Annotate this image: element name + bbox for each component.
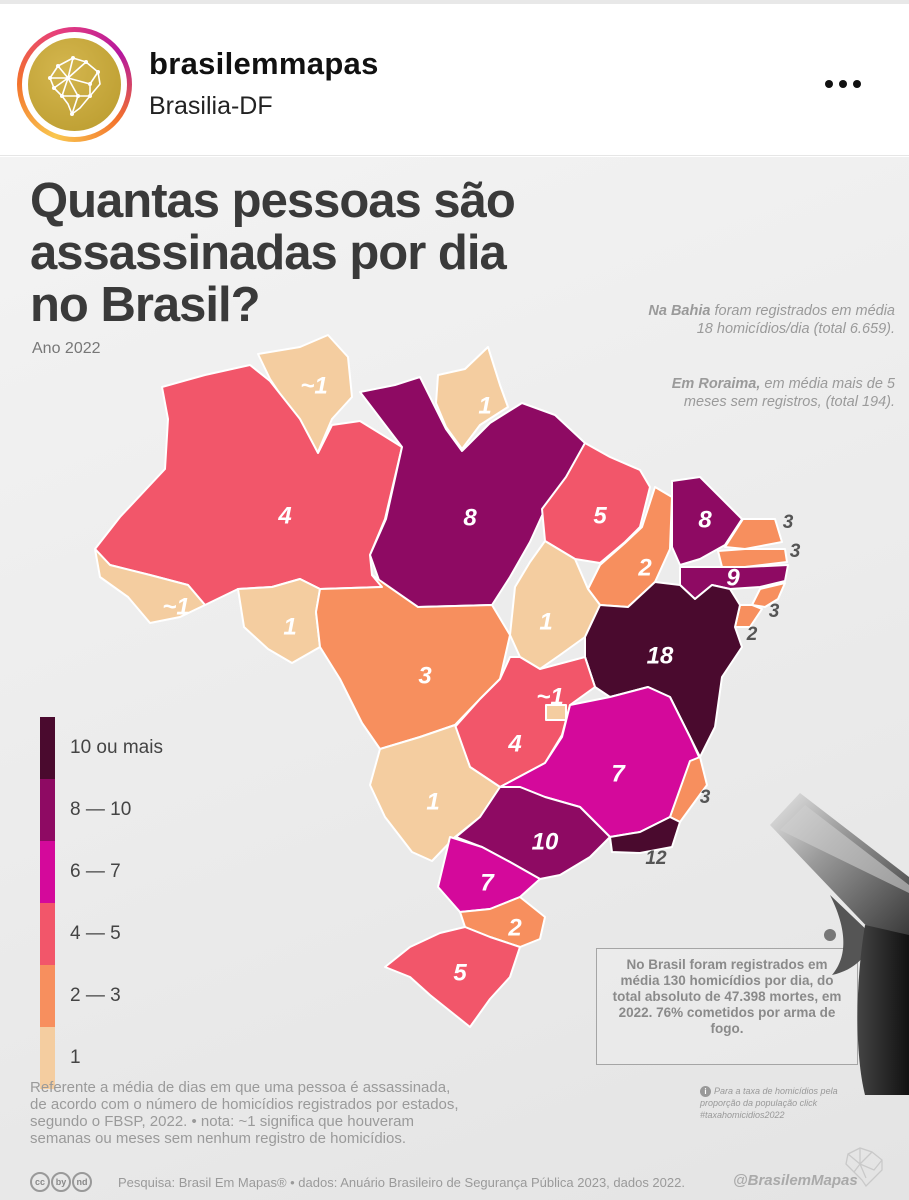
note-bahia-bold: Na Bahia — [648, 303, 711, 319]
state-label-pe: 9 — [726, 564, 740, 591]
state-ac — [94, 548, 206, 624]
state-ma — [541, 442, 651, 564]
note-roraima-bold: Em Roraima, — [671, 376, 761, 392]
footnote: Referente a média de dias em que uma pes… — [30, 1079, 459, 1147]
legend-swatch — [40, 717, 55, 779]
legend-label: 6 — 7 — [70, 861, 121, 882]
legend-item: 2 — 3 — [40, 965, 240, 1027]
state-label-ac: ~1 — [162, 593, 189, 620]
legend-label: 2 — 3 — [70, 985, 121, 1006]
source-text: Pesquisa: Brasil Em Mapas® • dados: Anuá… — [118, 1175, 685, 1190]
state-rj — [609, 816, 681, 854]
cc-icon: cc — [30, 1172, 50, 1192]
note-roraima-text: em média mais de 5 meses sem registros, … — [683, 376, 895, 410]
rate-note[interactable]: i Para a taxa de homicídios pela proporçã… — [700, 1085, 870, 1121]
info-icon: i — [700, 1086, 711, 1097]
state-label-mt: 3 — [418, 662, 432, 689]
legend-item: 8 — 10 — [40, 779, 240, 841]
state-label-pi: 2 — [637, 554, 652, 581]
note-bahia: Na Bahia foram registrados em média 18 h… — [635, 302, 895, 338]
state-ce — [671, 476, 743, 566]
state-label-am: 4 — [277, 502, 291, 529]
state-am — [94, 364, 403, 606]
legend-label: 4 — 5 — [70, 923, 121, 944]
pistol-image — [770, 793, 909, 1095]
state-ba — [584, 581, 743, 758]
state-label-sc: 2 — [507, 914, 522, 941]
state-label-ms: 1 — [426, 788, 439, 815]
state-label-pr: 7 — [480, 869, 495, 896]
state-label-rs: 5 — [453, 959, 467, 986]
state-label-al: 3 — [769, 601, 780, 622]
state-label-se: 2 — [746, 624, 758, 645]
state-es — [669, 756, 708, 823]
state-sp — [455, 786, 611, 880]
state-label-mg: 7 — [611, 760, 626, 787]
state-label-pb: 3 — [790, 541, 801, 562]
state-to — [509, 540, 601, 670]
state-label-ap: 1 — [478, 392, 491, 419]
state-label-sp: 10 — [532, 828, 559, 855]
top-edge — [0, 0, 909, 4]
brand-handle: @BrasilemMapas — [733, 1172, 858, 1189]
legend-swatch — [40, 1027, 55, 1089]
cc-by-icon: by — [51, 1172, 71, 1192]
state-label-es: 3 — [700, 787, 711, 808]
legend-swatch — [40, 903, 55, 965]
avatar[interactable] — [28, 38, 121, 131]
state-ro — [237, 578, 321, 664]
state-rn — [724, 518, 783, 550]
legend-item: 6 — 7 — [40, 841, 240, 903]
legend-swatch — [40, 841, 55, 903]
brasil-em-mapas-logo — [845, 1147, 883, 1188]
infographic-title: Quantas pessoas são assassinadas por dia… — [30, 174, 516, 332]
creative-commons-icons: cc by nd — [30, 1172, 93, 1192]
state-label-ma: 5 — [593, 502, 607, 529]
note-bahia-text: foram registrados em média 18 homicídios… — [696, 303, 895, 337]
legend-label: 10 ou mais — [70, 737, 163, 758]
rate-note-text: Para a taxa de homicídios pela proporção… — [700, 1086, 838, 1120]
note-roraima: Em Roraima, em média mais de 5 meses sem… — [635, 375, 895, 411]
legend-swatch — [40, 779, 55, 841]
legend-item: 1 — [40, 1027, 240, 1089]
cc-nd-icon: nd — [72, 1172, 92, 1192]
legend-item: 4 — 5 — [40, 903, 240, 965]
state-rs — [384, 926, 521, 1028]
state-label-df: ~1 — [536, 683, 563, 710]
more-horizontal-icon[interactable] — [818, 74, 868, 94]
state-label-rn: 3 — [783, 512, 794, 533]
state-label-pa: 8 — [463, 504, 477, 531]
state-ap — [435, 346, 509, 450]
brazil-network-icon — [48, 56, 101, 116]
profile-location[interactable]: Brasilia-DF — [149, 92, 273, 120]
legend-swatch — [40, 965, 55, 1027]
infographic-year: Ano 2022 — [32, 340, 101, 357]
state-al — [751, 582, 786, 608]
infographic-image: ~1 1 4 8 5 2 8 3 3 9 3 2 ~1 1 3 1 18 4 ~1 7 3 1 10 12 7 2 5 Quanta… — [0, 157, 909, 1200]
legend-label: 1 — [70, 1047, 81, 1068]
state-label-ce: 8 — [698, 506, 712, 533]
state-label-rj: 12 — [645, 848, 667, 869]
story-ring[interactable] — [17, 27, 132, 142]
profile-username[interactable]: brasilemmapas — [149, 46, 379, 81]
state-label-to: 1 — [539, 608, 552, 635]
post-header: brasilemmapas Brasilia-DF — [0, 4, 909, 156]
state-label-go: 4 — [507, 730, 521, 757]
state-label-ro: 1 — [283, 613, 296, 640]
state-label-rr: ~1 — [300, 372, 327, 399]
summary-box: No Brasil foram registrados em média 130… — [596, 948, 858, 1065]
state-label-ba: 18 — [647, 642, 674, 669]
legend-label: 8 — 10 — [70, 799, 132, 820]
source-line: cc by nd Pesquisa: Brasil Em Mapas® • dado… — [30, 1172, 790, 1194]
legend-item: 10 ou mais — [40, 717, 240, 779]
